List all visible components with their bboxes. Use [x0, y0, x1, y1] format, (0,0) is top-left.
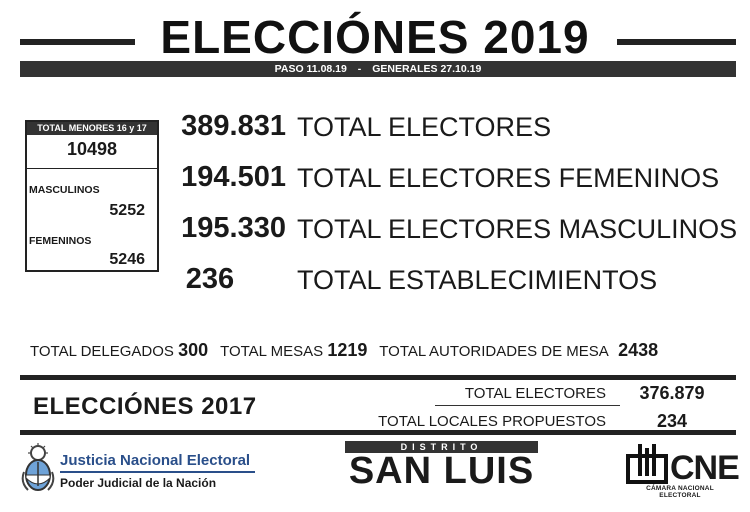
totals-summary: TOTAL DELEGADOS 300 TOTAL MESAS 1219 TOT… [30, 339, 658, 363]
minors-female-label: FEMENINOS [29, 235, 92, 247]
total-electores-value: 389.831 [181, 110, 286, 142]
mesas-label: TOTAL MESAS [220, 343, 324, 360]
2017-electores-label: TOTAL ELECTORES [464, 385, 606, 402]
title-rule-left [20, 39, 135, 45]
jne-subtitle: Poder Judicial de la Nación [60, 476, 217, 490]
cne-name: CNE [670, 449, 740, 487]
minors-total: 10498 [66, 139, 118, 159]
section-rule-bottom [20, 430, 736, 435]
delegados-value: 300 [178, 340, 209, 360]
total-femeninos-label: TOTAL ELECTORES FEMENINOS [297, 163, 720, 193]
2017-row-divider [435, 405, 620, 406]
cne-subtitle: CÁMARA NACIONAL ELECTORAL [646, 485, 714, 499]
minors-male-value: 5252 [109, 202, 145, 219]
mesas-value: 1219 [327, 340, 368, 360]
autoridades-value: 2438 [618, 340, 659, 360]
2017-electores-value: 376.879 [639, 383, 705, 403]
minors-header: TOTAL MENORES 16 y 17 [27, 122, 157, 135]
minors-box: TOTAL MENORES 16 y 17 10498 MASCULINOS 5… [25, 120, 159, 272]
title-rule-right [617, 39, 736, 45]
total-establecimientos-label: TOTAL ESTABLECIMIENTOS [297, 265, 658, 295]
total-masculinos-value: 195.330 [181, 212, 286, 244]
paso-date: PASO 11.08.19 [274, 63, 347, 75]
minors-male-label: MASCULINOS [29, 184, 100, 196]
generales-date: GENERALES 27.10.19 [372, 63, 482, 75]
date-separator: - [357, 63, 362, 75]
delegados-label: TOTAL DELEGADOS [30, 343, 174, 360]
election-dates-bar: PASO 11.08.19 - GENERALES 27.10.19 [20, 61, 736, 77]
total-masculinos-label: TOTAL ELECTORES MASCULINOS [297, 214, 738, 244]
district-name: SAN LUIS [348, 450, 535, 492]
elections-2017-title: ELECCIÓNES 2017 [33, 393, 257, 420]
jne-underline [60, 471, 255, 473]
cne-building-icon [626, 442, 668, 484]
district-label: DISTRITO [345, 441, 538, 453]
total-femeninos-value: 194.501 [181, 161, 286, 193]
2017-locales-value: 234 [656, 411, 688, 431]
page-title: ELECCIÓNES 2019 [160, 11, 590, 63]
jne-title: Justicia Nacional Electoral [60, 452, 251, 469]
section-rule-top [20, 375, 736, 380]
2017-locales-label: TOTAL LOCALES PROPUESTOS [378, 413, 606, 430]
minors-divider [27, 168, 157, 169]
total-electores-label: TOTAL ELECTORES [297, 112, 552, 142]
minors-female-value: 5246 [109, 251, 145, 268]
autoridades-label: TOTAL AUTORIDADES DE MESA [379, 343, 608, 360]
total-establecimientos-value: 236 [185, 263, 235, 295]
coat-of-arms-icon [20, 442, 56, 494]
